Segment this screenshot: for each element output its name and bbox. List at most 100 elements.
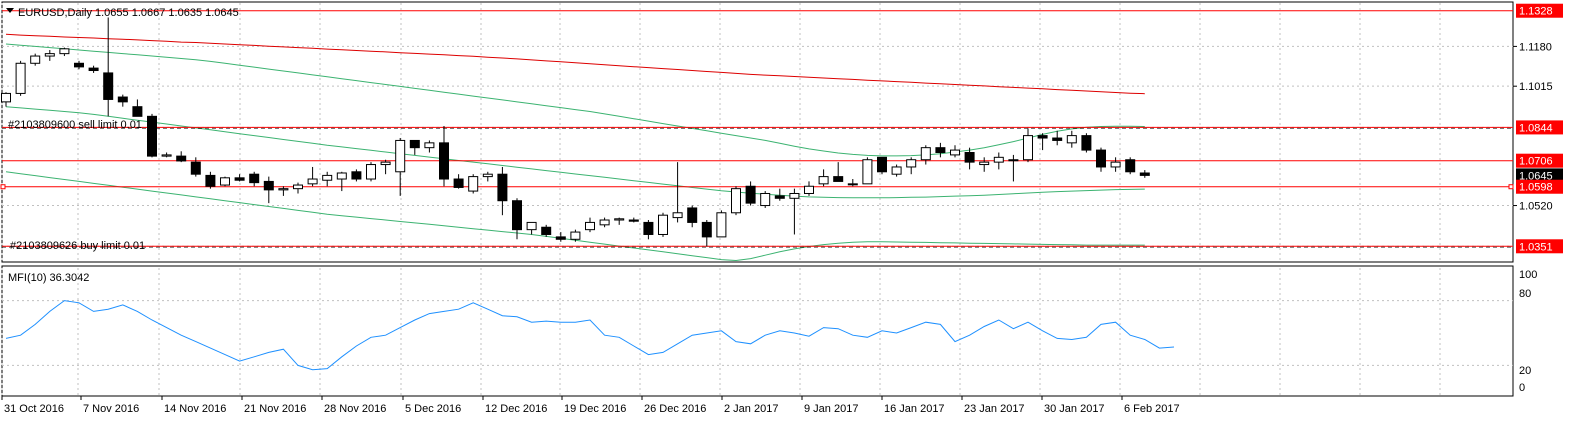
candle-body — [1066, 135, 1077, 144]
candle-body — [30, 55, 41, 64]
candle — [935, 142, 946, 158]
candle-body — [293, 184, 303, 190]
candle — [1, 92, 11, 107]
price-box-label: 1.1328 — [1519, 6, 1553, 18]
candle — [278, 186, 289, 196]
candle-body — [234, 177, 245, 181]
time-axis-label: 16 Jan 2017 — [884, 403, 945, 415]
candle-body — [993, 156, 1004, 163]
candle — [439, 125, 449, 187]
candle-body — [15, 62, 26, 94]
candle-body — [818, 176, 829, 185]
price-box-1-0706: 1.0706 — [1516, 153, 1563, 168]
buy-limit-order-label[interactable]: #2103809626 buy limit 0.01 — [10, 240, 145, 252]
price-box-1-0844: 1.0844 — [1516, 120, 1563, 135]
candle-body — [1110, 161, 1121, 168]
candle-body — [59, 48, 70, 55]
candle-body — [249, 173, 260, 184]
candle — [555, 232, 566, 242]
price-axis-label: 1.0520 — [1519, 201, 1553, 213]
candle-body — [161, 154, 172, 157]
moving-average-line — [5, 33, 1145, 95]
candle-body — [176, 155, 187, 162]
order-level-lines[interactable] — [2, 10, 1513, 248]
candle-body — [1, 92, 11, 103]
candle — [1110, 157, 1121, 172]
symbol-info: EURUSD,Daily 1.0655 1.0667 1.0635 1.0645 — [18, 7, 239, 19]
candle-body — [74, 62, 84, 68]
candle-body — [147, 115, 157, 157]
time-axis-label: 23 Jan 2017 — [964, 403, 1025, 415]
candle-body — [1139, 172, 1150, 176]
candle — [30, 53, 41, 66]
grid-lines — [1, 3, 1513, 396]
candle-body — [278, 188, 289, 191]
candle-body — [468, 176, 479, 192]
candle — [190, 157, 201, 177]
candle — [351, 169, 362, 182]
candle-body — [44, 53, 55, 57]
candle — [161, 152, 172, 158]
candle-body — [789, 192, 800, 199]
mfi-level-20: 20 — [1519, 365, 1531, 377]
candle — [1096, 147, 1106, 172]
time-axis-label: 12 Dec 2016 — [485, 403, 547, 415]
price-box-label: 1.0598 — [1519, 182, 1553, 194]
time-axis: 31 Oct 2016 7 Nov 2016 14 Nov 2016 21 Nov 2… — [1, 396, 1180, 415]
candle-body — [672, 212, 683, 219]
price-box-label: 1.0844 — [1519, 122, 1553, 134]
candle — [818, 169, 829, 187]
candle — [585, 217, 595, 233]
mfi-title: MFI(10) 36.3042 — [8, 272, 89, 284]
candle-body — [877, 156, 887, 173]
candle-body — [833, 176, 844, 182]
candle — [789, 188, 800, 235]
candle-body — [439, 142, 449, 180]
candle — [993, 152, 1004, 170]
candle — [220, 176, 230, 187]
candle — [468, 174, 479, 194]
candle-body — [920, 147, 931, 161]
candle-body — [1052, 137, 1063, 141]
candle — [760, 191, 771, 208]
band-lower-line — [5, 171, 1145, 262]
candle — [687, 205, 698, 228]
candle — [731, 186, 741, 216]
candle-body — [687, 207, 698, 223]
candle — [15, 60, 26, 96]
candle — [1008, 154, 1019, 182]
candle-body — [205, 174, 216, 187]
candle — [307, 166, 318, 187]
candle — [672, 162, 683, 223]
candle-body — [380, 161, 391, 166]
price-box-bg — [1516, 179, 1563, 194]
candle — [59, 47, 70, 57]
time-axis-label: 7 Nov 2016 — [83, 403, 139, 415]
candle-body — [570, 231, 581, 240]
candle-body — [453, 178, 464, 188]
candle-body — [701, 221, 712, 238]
candle-body — [731, 188, 741, 214]
triangle-down-icon[interactable] — [6, 8, 14, 13]
candle — [599, 217, 610, 228]
candle — [526, 221, 537, 235]
price-box-bg — [1516, 153, 1563, 168]
price-box-label: 1.0645 — [1519, 170, 1553, 182]
candle-body — [906, 159, 917, 168]
mfi-series — [5, 300, 1175, 371]
candle-body — [307, 178, 318, 185]
candle — [847, 179, 858, 187]
candle — [1052, 130, 1063, 146]
candle-body — [1023, 135, 1033, 161]
candle-body — [599, 219, 610, 226]
candle-body — [526, 221, 537, 231]
mfi-level-80: 80 — [1519, 288, 1531, 300]
sell-limit-order-label[interactable]: #2103809600 sell limit 0.01 — [8, 119, 142, 131]
candle — [1081, 133, 1092, 153]
candle-body — [774, 195, 785, 199]
candle — [322, 171, 333, 187]
price-box-bg — [1516, 168, 1563, 183]
candle-body — [541, 226, 552, 235]
candle — [103, 17, 114, 117]
candle-body — [614, 218, 625, 221]
